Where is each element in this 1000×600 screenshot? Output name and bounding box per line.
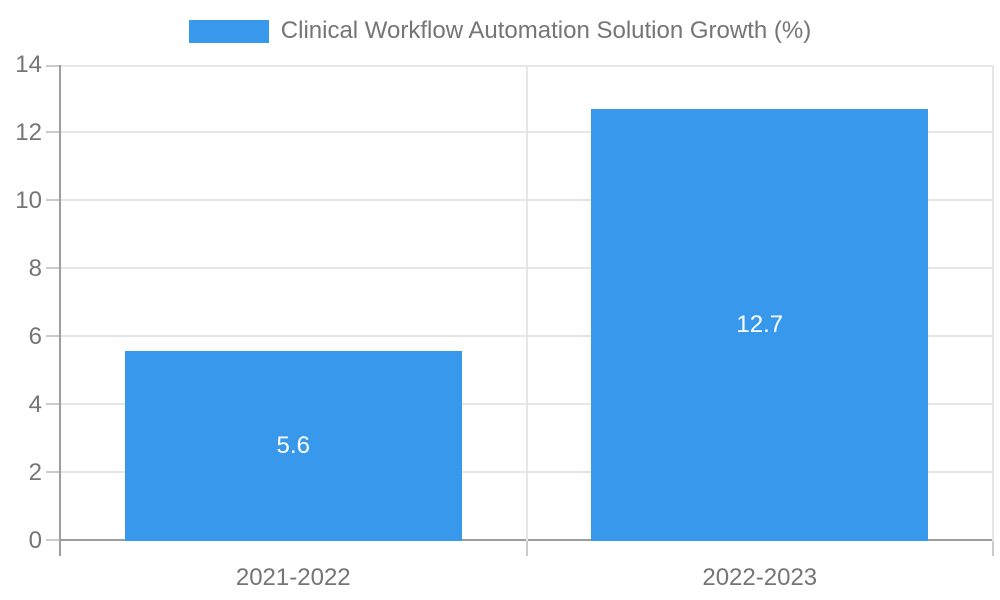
x-axis-tick-label: 2021-2022 bbox=[235, 564, 351, 591]
y-tick-mark bbox=[46, 539, 60, 541]
gridline-category-boundary bbox=[525, 65, 528, 541]
bar-value-label: 12.7 bbox=[736, 311, 784, 339]
x-tick-mark bbox=[525, 541, 528, 556]
x-axis-tick-label: 2022-2023 bbox=[702, 564, 818, 591]
y-axis-tick-label: 2 bbox=[28, 459, 42, 486]
y-axis-tick-label: 8 bbox=[28, 255, 42, 282]
y-tick-mark bbox=[46, 335, 60, 337]
y-axis-line bbox=[59, 65, 61, 556]
bar-2022-2023[interactable] bbox=[591, 109, 929, 541]
x-tick-mark bbox=[992, 541, 994, 556]
y-tick-mark bbox=[46, 403, 60, 405]
y-tick-mark bbox=[46, 267, 60, 269]
gridline-plot-right bbox=[992, 65, 994, 541]
y-axis-tick-label: 10 bbox=[15, 187, 42, 214]
y-axis-tick-label: 12 bbox=[15, 119, 42, 146]
y-axis-tick-label: 4 bbox=[28, 391, 42, 418]
y-axis-tick-label: 14 bbox=[15, 51, 42, 78]
plot-area: 0 2 4 6 8 10 12 14 5.6 2021-2022 12.7 2022-2023 bbox=[15, 51, 994, 591]
y-tick-mark bbox=[46, 65, 60, 67]
chart-legend[interactable]: Clinical Workflow Automation Solution Gr… bbox=[0, 18, 1000, 44]
bar-2021-2022[interactable] bbox=[124, 350, 462, 541]
bar-value-label: 5.6 bbox=[276, 431, 310, 459]
legend-swatch bbox=[188, 19, 269, 43]
y-tick-mark bbox=[46, 131, 60, 133]
legend-label: Clinical Workflow Automation Solution Gr… bbox=[280, 17, 812, 44]
y-axis-tick-label: 6 bbox=[28, 323, 42, 350]
y-axis-tick-label: 0 bbox=[28, 527, 42, 554]
y-tick-mark bbox=[46, 471, 60, 473]
y-tick-mark bbox=[46, 199, 60, 201]
